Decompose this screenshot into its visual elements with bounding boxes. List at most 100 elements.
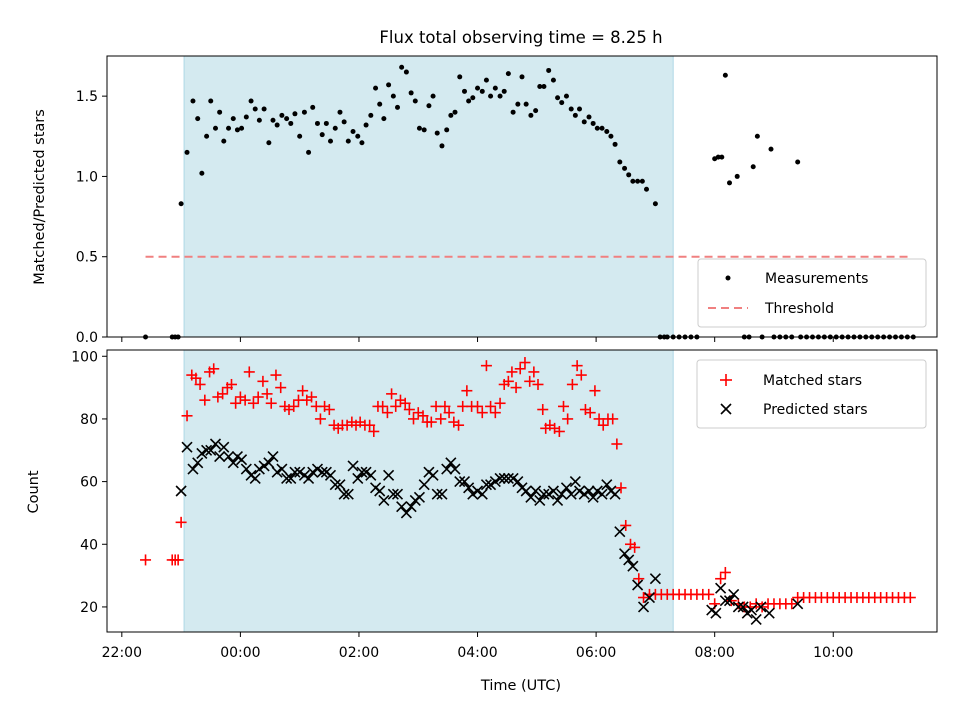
matched-star-point	[638, 592, 650, 604]
legend-matched-marker	[720, 374, 732, 386]
predicted-star-point	[324, 469, 337, 481]
matched-star-point	[261, 388, 273, 400]
matched-star-point	[703, 588, 715, 600]
matched-star-point	[461, 385, 473, 397]
measurement-point	[644, 186, 649, 192]
matched-star-point	[275, 382, 287, 394]
measurement-point	[234, 127, 240, 133]
measurement-point	[519, 74, 525, 80]
matched-star-point	[208, 363, 220, 375]
matched-star-point	[181, 410, 193, 422]
matched-star-point	[629, 541, 641, 553]
matched-star-point	[514, 363, 526, 375]
predicted-star-point	[552, 494, 564, 506]
predicted-star-point	[596, 488, 608, 500]
predicted-star-point	[458, 476, 471, 488]
measurement-point	[395, 104, 400, 110]
matched-star-point	[750, 598, 762, 610]
predicted-star-point	[649, 573, 661, 585]
top-panel: 0.0 0.5 1.0 1.5 Matched/Predicted stars Mea…	[32, 55, 938, 346]
predicted-star-point	[218, 441, 230, 453]
predicted-star-point	[222, 450, 235, 463]
top-y-tick-label: 0.5	[76, 250, 98, 266]
predicted-star-point	[547, 485, 559, 497]
predicted-star-point	[507, 472, 519, 485]
bottom-y-ticks: 20 40 60 80 100	[71, 349, 107, 616]
predicted-star-point	[418, 479, 430, 491]
predicted-star-point	[498, 472, 510, 485]
predicted-star-point	[627, 560, 639, 572]
matched-star-point	[247, 397, 259, 409]
bottom-x-tick-label: 10:00	[813, 645, 853, 661]
predicted-star-point	[352, 472, 364, 485]
matched-star-point	[615, 482, 627, 494]
matched-star-point	[364, 419, 376, 431]
measurement-point	[212, 125, 218, 131]
measurement-point	[341, 119, 347, 125]
matched-star-point	[306, 391, 318, 403]
matched-star-point	[297, 385, 309, 397]
matched-star-point	[390, 400, 402, 412]
matched-star-point	[562, 413, 574, 425]
predicted-star-point	[565, 488, 577, 500]
matched-star-point	[597, 419, 609, 431]
predicted-star-point	[267, 450, 279, 463]
matched-star-point	[172, 554, 184, 566]
measurement-point	[421, 127, 427, 133]
predicted-star-point	[710, 607, 722, 619]
matched-star-point	[443, 407, 455, 419]
measurement-point	[563, 93, 569, 99]
bottom-y-tick-label: 100	[71, 349, 98, 365]
predicted-star-point	[391, 488, 404, 500]
measurement-point	[323, 120, 329, 126]
predicted-star-point	[445, 457, 457, 469]
matched-star-point	[719, 566, 731, 578]
measurement-point	[461, 88, 467, 94]
measurement-point	[444, 127, 450, 133]
measurement-point	[390, 93, 396, 99]
top-y-tick-label: 0.0	[76, 330, 98, 346]
measurement-point	[416, 125, 422, 131]
measurement-point	[403, 69, 409, 75]
predicted-star-point	[623, 554, 635, 566]
bottom-x-tick-label: 22:00	[102, 645, 142, 661]
matched-star-point	[485, 400, 497, 412]
measurement-point	[546, 67, 552, 73]
predicted-star-point	[728, 588, 740, 600]
matched-star-point	[425, 416, 437, 428]
measurement-point	[190, 98, 196, 104]
measurement-point	[204, 133, 210, 139]
matched-star-point	[439, 400, 451, 412]
measurement-point	[363, 122, 369, 128]
measurement-point	[337, 109, 343, 115]
predicted-star-point	[400, 507, 412, 519]
predicted-star-point	[236, 454, 248, 466]
top-legend-frame	[697, 258, 927, 328]
predicted-star-point	[755, 601, 767, 613]
top-y-tick-label: 1.0	[76, 169, 98, 185]
matched-star-point	[199, 394, 211, 406]
measurement-point	[466, 98, 472, 104]
measurement-point	[350, 128, 356, 134]
matched-star-point	[230, 397, 242, 409]
predicted-star-point	[374, 485, 386, 497]
measurement-point	[297, 133, 303, 139]
measurement-point	[505, 71, 511, 77]
matched-star-point	[756, 601, 768, 613]
measurement-point	[492, 85, 498, 91]
matched-star-point	[140, 554, 152, 566]
bottom-y-tick-label: 40	[80, 537, 98, 553]
bottom-y-tick-label: 80	[80, 412, 98, 428]
measurement-point	[488, 93, 494, 99]
predicted-star-point	[214, 450, 226, 463]
measurement-point	[599, 125, 605, 131]
predicted-star-point	[587, 491, 599, 503]
matched-star-point	[239, 394, 251, 406]
bottom-x-tick-label: 06:00	[576, 645, 616, 661]
predicted-star-point	[396, 501, 408, 513]
matched-star-point	[633, 573, 645, 585]
matched-star-point	[489, 407, 501, 419]
bottom-shaded-span	[183, 349, 674, 633]
measurement-point	[475, 85, 481, 91]
measurement-point	[635, 178, 641, 184]
